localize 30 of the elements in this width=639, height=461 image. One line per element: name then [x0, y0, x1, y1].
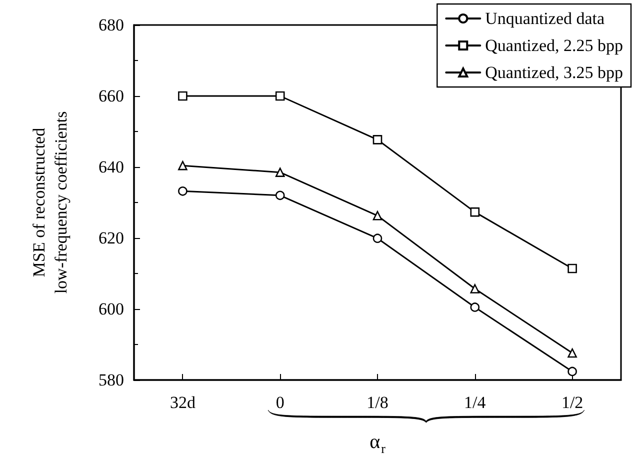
- y-tick-label: 600: [98, 300, 124, 318]
- point: [372, 234, 382, 244]
- point: [372, 135, 382, 144]
- point: [275, 190, 285, 200]
- point: [178, 91, 188, 101]
- y-tick-label: 680: [98, 16, 124, 34]
- x-tick-label: 1/2: [561, 393, 584, 412]
- y-tick-label: 660: [98, 86, 124, 106]
- legend-label: Unquantized data: [485, 9, 606, 28]
- point: [275, 91, 285, 101]
- point: [275, 168, 285, 177]
- point: [568, 366, 577, 376]
- x-tick-label: 0: [276, 393, 284, 412]
- point: [568, 348, 577, 358]
- x-tick-label: 32d: [170, 393, 196, 412]
- x-tick-label: 1/4: [464, 393, 486, 412]
- point: [470, 207, 480, 217]
- point: [178, 186, 188, 196]
- point: [372, 210, 382, 220]
- legend-label: Quantized, 2.25 bpp: [485, 36, 623, 55]
- y-axis-title: MSE of reconstructed low-frequency coefficients: [30, 111, 70, 294]
- point: [568, 264, 577, 274]
- point: [470, 302, 480, 312]
- y-tick-label: 580: [98, 370, 124, 390]
- legend-label: Quantized, 3.25 bpp: [485, 63, 623, 82]
- point: [178, 160, 188, 170]
- point: [470, 284, 480, 294]
- y-tick-label: 620: [98, 228, 124, 248]
- y-tick-label: 640: [98, 158, 124, 176]
- x-tick-label: 1/8: [366, 393, 388, 412]
